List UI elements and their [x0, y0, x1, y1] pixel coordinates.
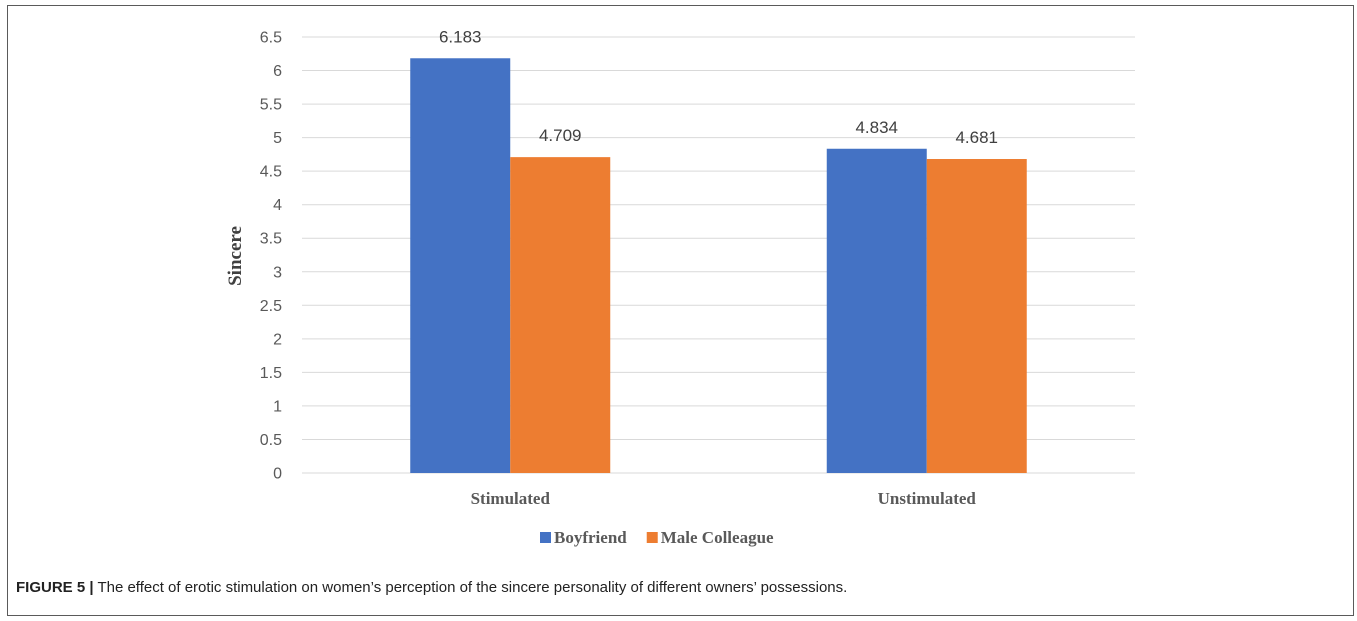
y-axis-ticks: 0 0.5 1 1.5 2 2.5 3 3.5 4 4.5 5 5.5 6 6.5	[260, 30, 282, 483]
y-tick-label: 5	[273, 130, 282, 147]
bar-boyfriend	[826, 148, 927, 473]
bar-male-colleague	[926, 159, 1027, 473]
legend-swatch	[646, 532, 658, 543]
y-tick-label: 2.5	[260, 298, 282, 315]
bar-boyfriend	[410, 58, 511, 473]
y-axis-label: Sincere	[225, 226, 246, 286]
y-tick-label: 2	[273, 331, 282, 348]
data-label: 4.834	[855, 118, 898, 137]
y-tick-label: 5.5	[260, 97, 282, 114]
figure-frame	[7, 5, 1354, 616]
y-tick-label: 6	[273, 63, 282, 80]
y-tick-label: 4.5	[260, 164, 282, 181]
figure-number: FIGURE 5 |	[16, 579, 94, 596]
y-tick-label: 0	[273, 466, 282, 483]
y-tick-label: 4	[273, 197, 282, 214]
figure-caption: FIGURE 5 | The effect of erotic stimulat…	[16, 579, 1336, 596]
category-label: Stimulated	[471, 489, 551, 508]
y-tick-label: 6.5	[260, 30, 282, 47]
legend: Boyfriend Male Colleague	[540, 528, 774, 547]
y-tick-label: 1	[273, 398, 282, 415]
y-tick-label: 0.5	[260, 432, 282, 449]
legend-label: Male Colleague	[661, 528, 774, 547]
bar-male-colleague	[510, 157, 611, 473]
y-tick-label: 1.5	[260, 365, 282, 382]
category-labels: Stimulated Unstimulated	[471, 489, 977, 508]
data-labels: 6.183 4.709 4.834 4.681	[439, 27, 998, 147]
category-label: Unstimulated	[878, 489, 977, 508]
data-label: 4.709	[539, 126, 582, 145]
caption-text: The effect of erotic stimulation on wome…	[93, 579, 848, 596]
legend-label: Boyfriend	[554, 528, 627, 547]
legend-swatch	[540, 532, 551, 543]
data-label: 4.681	[955, 128, 998, 147]
bars	[410, 58, 1027, 473]
y-tick-label: 3	[273, 264, 282, 281]
y-tick-label: 3.5	[260, 231, 282, 248]
data-label: 6.183	[439, 27, 482, 46]
